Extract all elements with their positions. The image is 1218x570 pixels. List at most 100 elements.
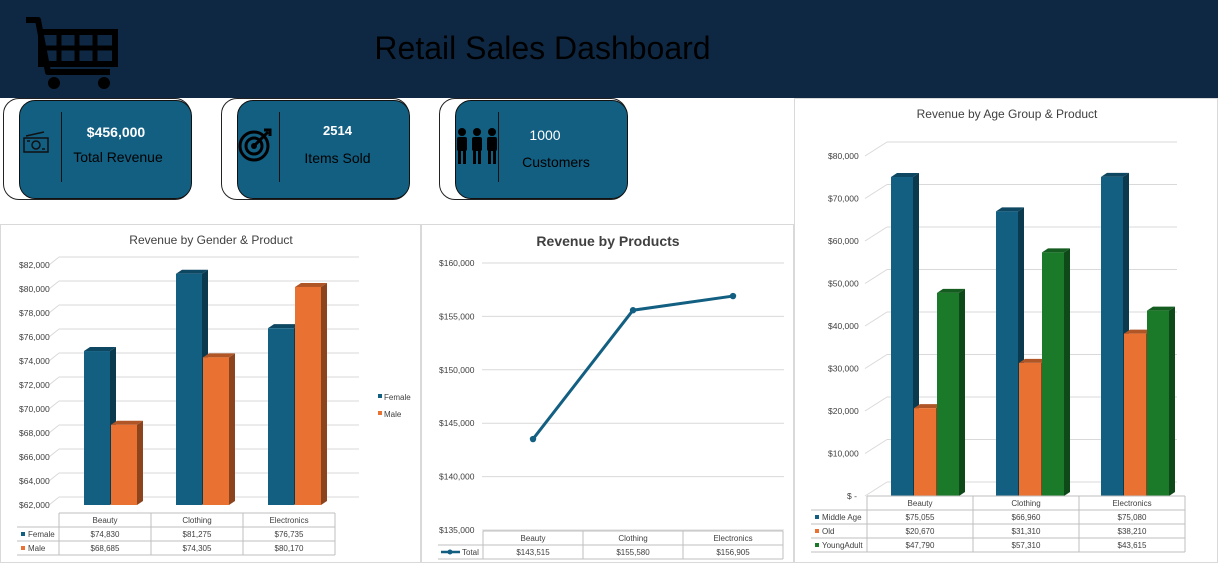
table-cell: $76,735 (275, 530, 304, 539)
y-tick-label: $78,000 (19, 308, 50, 318)
bar (203, 357, 229, 505)
legend-label: Female (384, 393, 411, 402)
series-name: Female (28, 530, 55, 539)
gridline (864, 184, 888, 199)
legend-label: Male (384, 410, 402, 419)
bar (268, 328, 294, 505)
table-header: Beauty (908, 499, 933, 508)
bar (1042, 252, 1064, 496)
table-cell: $66,960 (1012, 513, 1041, 522)
gridline (864, 439, 888, 454)
y-tick-label: $160,000 (439, 258, 475, 268)
gridline (864, 226, 888, 242)
gridline (48, 256, 60, 266)
legend-key-point (447, 549, 453, 555)
gridline (864, 396, 888, 412)
target-icon (238, 128, 272, 162)
data-point (629, 307, 637, 314)
y-tick-label: $10,000 (828, 449, 859, 459)
table-cell: $81,275 (183, 530, 212, 539)
table-cell: $47,790 (906, 541, 935, 550)
kpi-card-customers (455, 100, 628, 199)
bar (1147, 310, 1169, 496)
y-tick-label: $62,000 (19, 500, 50, 510)
legend-key (815, 529, 819, 533)
bar (176, 273, 202, 505)
y-tick-label: $50,000 (828, 279, 859, 289)
gridline (48, 472, 60, 482)
y-tick-label: $40,000 (828, 321, 859, 331)
gridline (48, 304, 60, 314)
table-header: Beauty (93, 516, 118, 525)
bar (891, 177, 913, 497)
data-point (529, 435, 537, 443)
table-cell: $156,905 (716, 548, 750, 557)
products-chart-panel: Revenue by Products $135,000 $140,000 $145,… (421, 224, 794, 563)
table-cell: $143,515 (516, 548, 550, 557)
series-name: Old (822, 527, 834, 536)
bar (937, 292, 959, 496)
gridline (48, 424, 60, 434)
bar-top (914, 404, 942, 409)
legend-key (815, 543, 819, 547)
table-header: Clothing (1011, 499, 1040, 508)
gridline (864, 269, 888, 284)
gridline (864, 311, 888, 327)
bar (1124, 333, 1146, 496)
gender-product-chart: Revenue by Gender & Product $62,000 $64,00… (17, 233, 411, 556)
y-tick-label: $70,000 (828, 194, 859, 204)
gridline (48, 496, 60, 506)
table-cell: $74,830 (91, 530, 120, 539)
y-tick-label: $66,000 (19, 452, 50, 462)
gridline (48, 376, 60, 386)
y-tick-label: $70,000 (19, 404, 50, 414)
y-tick-label: $80,000 (19, 284, 50, 294)
chart-title: Revenue by Age Group & Product (917, 107, 1098, 121)
bar (84, 351, 110, 505)
table-cell: $57,310 (1012, 541, 1041, 550)
kpi-label-customers: Customers (522, 154, 590, 170)
legend-key (815, 515, 819, 519)
series-name: Total (462, 548, 479, 557)
y-tick-label: $74,000 (19, 356, 50, 366)
kpi-label-items: Items Sold (304, 150, 371, 166)
chart-title: Revenue by Products (536, 233, 679, 249)
bar-side (1169, 306, 1175, 496)
bar (996, 211, 1018, 497)
bar-top (1042, 248, 1070, 253)
bar-top (937, 288, 965, 293)
products-line-chart: Revenue by Products $135,000 $140,000 $145,… (438, 233, 784, 560)
gridline (48, 352, 60, 362)
table-cell: $75,055 (906, 513, 935, 522)
legend-key (21, 532, 25, 536)
table-cell: $68,685 (91, 544, 120, 553)
dashboard-header: Retail Sales Dashboard (0, 0, 1218, 98)
chart-title: Revenue by Gender & Product (129, 233, 293, 247)
bar-top (176, 269, 208, 274)
bar-top (1101, 172, 1129, 177)
table-cell: $38,210 (1118, 527, 1147, 536)
table-cell: $155,580 (616, 548, 650, 557)
y-tick-label: $80,000 (828, 151, 859, 161)
bar (111, 424, 137, 505)
bar-top (1019, 358, 1047, 363)
table-header: Electronics (269, 516, 308, 525)
bar-top (111, 420, 143, 425)
bar-top (203, 353, 235, 358)
bar (1019, 362, 1041, 496)
table-header: Electronics (1112, 499, 1151, 508)
bar-top (84, 347, 116, 352)
table-cell: $80,170 (275, 544, 304, 553)
kpi-separator (279, 112, 280, 182)
gridline (48, 280, 60, 290)
series-name: Middle Age (822, 513, 862, 522)
y-tick-label: $30,000 (828, 364, 859, 374)
bar (295, 286, 321, 505)
bar-side (1064, 248, 1070, 496)
y-tick-label: $145,000 (439, 418, 475, 428)
series-name: Male (28, 544, 46, 553)
people-icon (457, 128, 497, 164)
kpi-value-items: 2514 (323, 123, 352, 138)
y-tick-label: $64,000 (19, 476, 50, 486)
y-tick-label: $68,000 (19, 428, 50, 438)
